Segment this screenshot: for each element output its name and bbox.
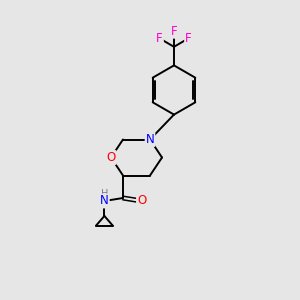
Text: H: H	[101, 189, 108, 200]
Text: F: F	[185, 32, 192, 45]
Text: F: F	[171, 25, 177, 38]
Text: F: F	[156, 32, 163, 45]
Text: N: N	[100, 194, 109, 208]
Text: O: O	[106, 151, 116, 164]
Text: O: O	[137, 194, 146, 208]
Text: N: N	[146, 133, 154, 146]
